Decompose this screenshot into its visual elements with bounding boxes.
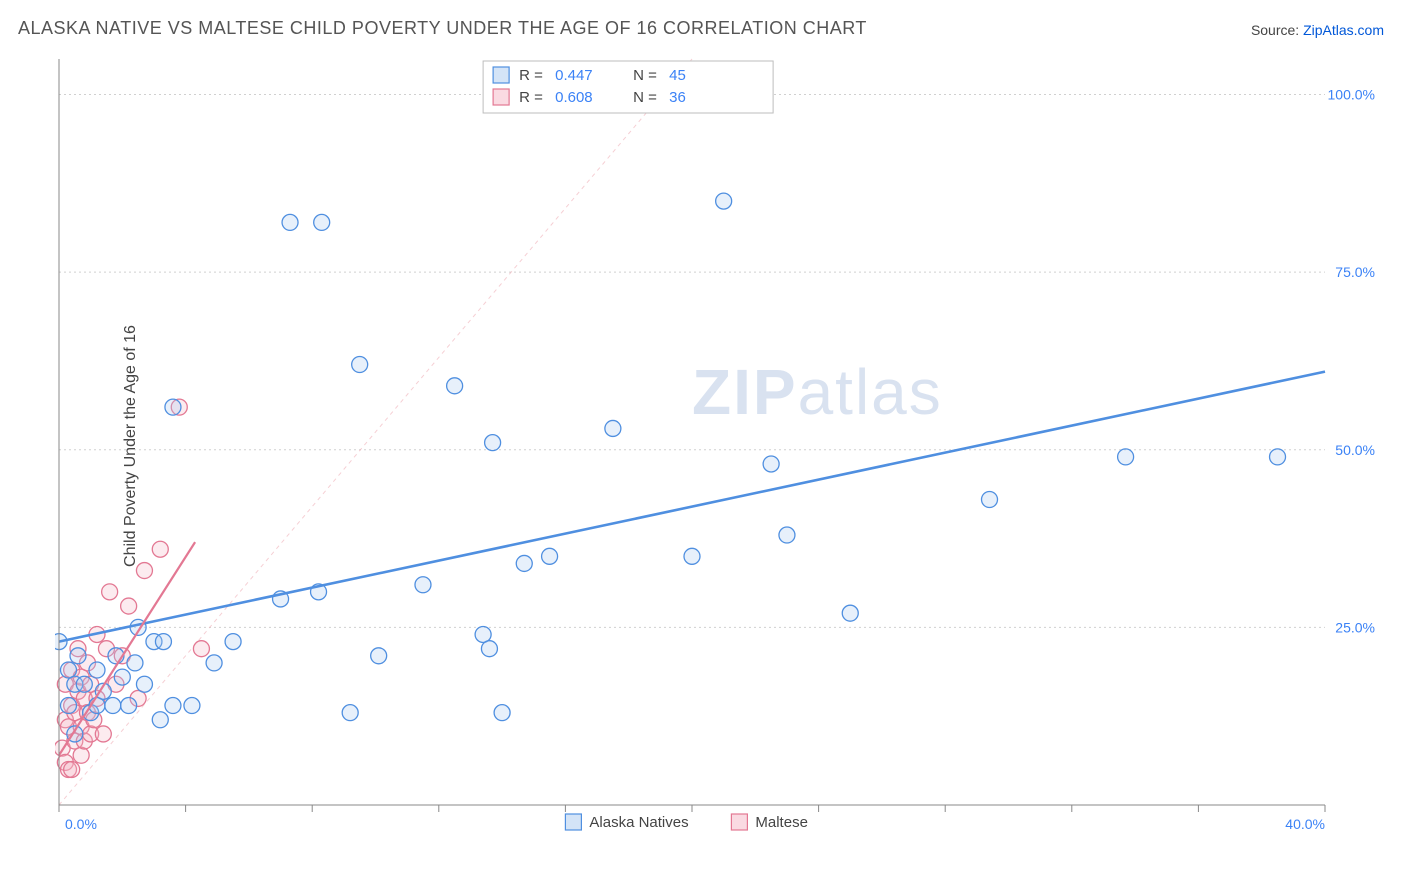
alaska-point [127, 655, 143, 671]
alaska-point [481, 641, 497, 657]
maltese-point [136, 563, 152, 579]
maltese-point [95, 726, 111, 742]
scatter-plot: ZIPatlas 25.0% 50.0% 75.0% 100.0% 0.0% 40.0% R … [55, 55, 1385, 885]
alaska-point [136, 676, 152, 692]
alaska-point [605, 420, 621, 436]
alaska-point [60, 698, 76, 714]
alaska-point [152, 712, 168, 728]
alaska-point [70, 648, 86, 664]
alaska-point [155, 634, 171, 650]
alaska-point [516, 555, 532, 571]
y-tick-label: 75.0% [1335, 264, 1375, 280]
chart-title: ALASKA NATIVE VS MALTESE CHILD POVERTY U… [18, 18, 867, 39]
y-tick-label: 25.0% [1335, 619, 1375, 635]
alaska-point [105, 698, 121, 714]
legend-swatch-alaska [493, 67, 509, 83]
legend-r-label: R = [519, 89, 543, 106]
y-tick-label: 100.0% [1328, 87, 1375, 103]
alaska-point [225, 634, 241, 650]
alaska-point [415, 577, 431, 593]
maltese-point [102, 584, 118, 600]
alaska-point [76, 676, 92, 692]
x-tick-label: 40.0% [1285, 816, 1325, 832]
source-attribution: Source: ZipAtlas.com [1251, 22, 1384, 38]
y-tick-label: 50.0% [1335, 442, 1375, 458]
legend-n-value-alaska: 45 [669, 67, 686, 84]
alaska-point [982, 491, 998, 507]
source-label: Source: [1251, 22, 1303, 38]
alaska-point [716, 193, 732, 209]
bottom-legend-label-alaska: Alaska Natives [589, 814, 688, 831]
maltese-point [73, 747, 89, 763]
alaska-point [684, 548, 700, 564]
alaska-point [114, 669, 130, 685]
maltese-point [64, 761, 80, 777]
legend-r-value-maltese: 0.608 [555, 89, 593, 106]
alaska-point [184, 698, 200, 714]
x-tick-label: 0.0% [65, 816, 97, 832]
alaska-point [494, 705, 510, 721]
legend-n-value-maltese: 36 [669, 89, 686, 106]
alaska-point [779, 527, 795, 543]
maltese-point [121, 598, 137, 614]
alaska-point [165, 399, 181, 415]
alaska-point [447, 378, 463, 394]
alaska-point [763, 456, 779, 472]
alaska-point [1118, 449, 1134, 465]
alaska-point [314, 214, 330, 230]
source-link[interactable]: ZipAtlas.com [1303, 22, 1384, 38]
watermark: ZIPatlas [692, 356, 943, 428]
bottom-legend-swatch-alaska [565, 814, 581, 830]
alaska-point [342, 705, 358, 721]
bottom-legend-label-maltese: Maltese [755, 814, 808, 831]
diagonal-reference-line [59, 59, 692, 805]
alaska-point [542, 548, 558, 564]
alaska-point [842, 605, 858, 621]
maltese-point [152, 541, 168, 557]
alaska-point [206, 655, 222, 671]
alaska-point [165, 698, 181, 714]
chart-container: ALASKA NATIVE VS MALTESE CHILD POVERTY U… [0, 0, 1406, 892]
legend-swatch-maltese [493, 89, 509, 105]
alaska-point [485, 435, 501, 451]
bottom-legend-swatch-maltese [731, 814, 747, 830]
legend-r-label: R = [519, 67, 543, 84]
alaska-point [371, 648, 387, 664]
legend-n-label: N = [633, 89, 657, 106]
alaska-point [282, 214, 298, 230]
alaska-point [1270, 449, 1286, 465]
alaska-point [352, 357, 368, 373]
alaska-point [121, 698, 137, 714]
alaska-point [89, 662, 105, 678]
legend-n-label: N = [633, 67, 657, 84]
maltese-point [193, 641, 209, 657]
legend-r-value-alaska: 0.447 [555, 67, 593, 84]
